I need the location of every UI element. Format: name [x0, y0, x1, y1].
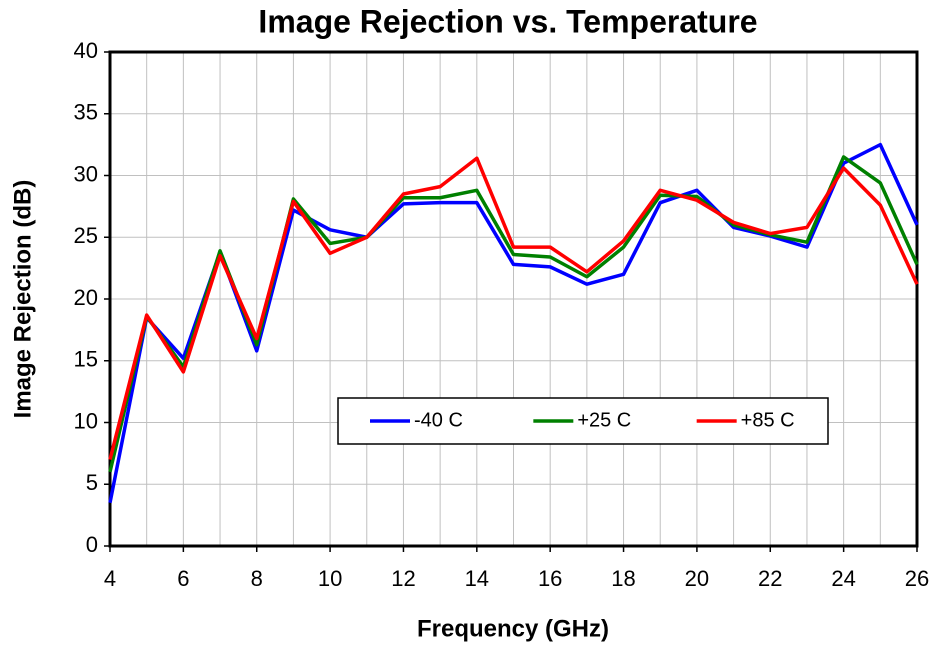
legend-label: -40 C	[414, 409, 463, 431]
y-tick-label: 15	[74, 347, 98, 372]
x-tick-label: 10	[318, 566, 342, 591]
x-tick-label: 14	[465, 566, 489, 591]
x-tick-label: 26	[905, 566, 929, 591]
x-tick-label: 18	[611, 566, 635, 591]
x-tick-label: 6	[177, 566, 189, 591]
x-axis-label: Frequency (GHz)	[417, 615, 609, 642]
legend-label: +25 C	[577, 409, 631, 431]
y-tick-label: 5	[86, 470, 98, 495]
y-tick-label: 40	[74, 38, 98, 63]
x-tick-label: 16	[538, 566, 562, 591]
plot-frame	[108, 50, 919, 548]
legend-label: +85 C	[741, 409, 795, 431]
x-tick-label: 4	[104, 566, 116, 591]
x-tick-label: 22	[758, 566, 782, 591]
series-line	[108, 156, 919, 460]
x-tick-label: 24	[831, 566, 855, 591]
chart-title: Image Rejection vs. Temperature	[258, 3, 757, 39]
y-tick-label: 35	[74, 100, 98, 125]
y-tick-label: 30	[74, 161, 98, 186]
y-axis-label: Image Rejection (dB)	[9, 180, 36, 419]
legend-box	[337, 397, 829, 445]
x-tick-label: 8	[251, 566, 263, 591]
y-tick-label: 10	[74, 408, 98, 433]
x-tick-label: 20	[685, 566, 709, 591]
y-tick-label: 20	[74, 285, 98, 310]
y-tick-label: 0	[86, 532, 98, 557]
y-tick-label: 25	[74, 223, 98, 248]
x-tick-label: 12	[391, 566, 415, 591]
